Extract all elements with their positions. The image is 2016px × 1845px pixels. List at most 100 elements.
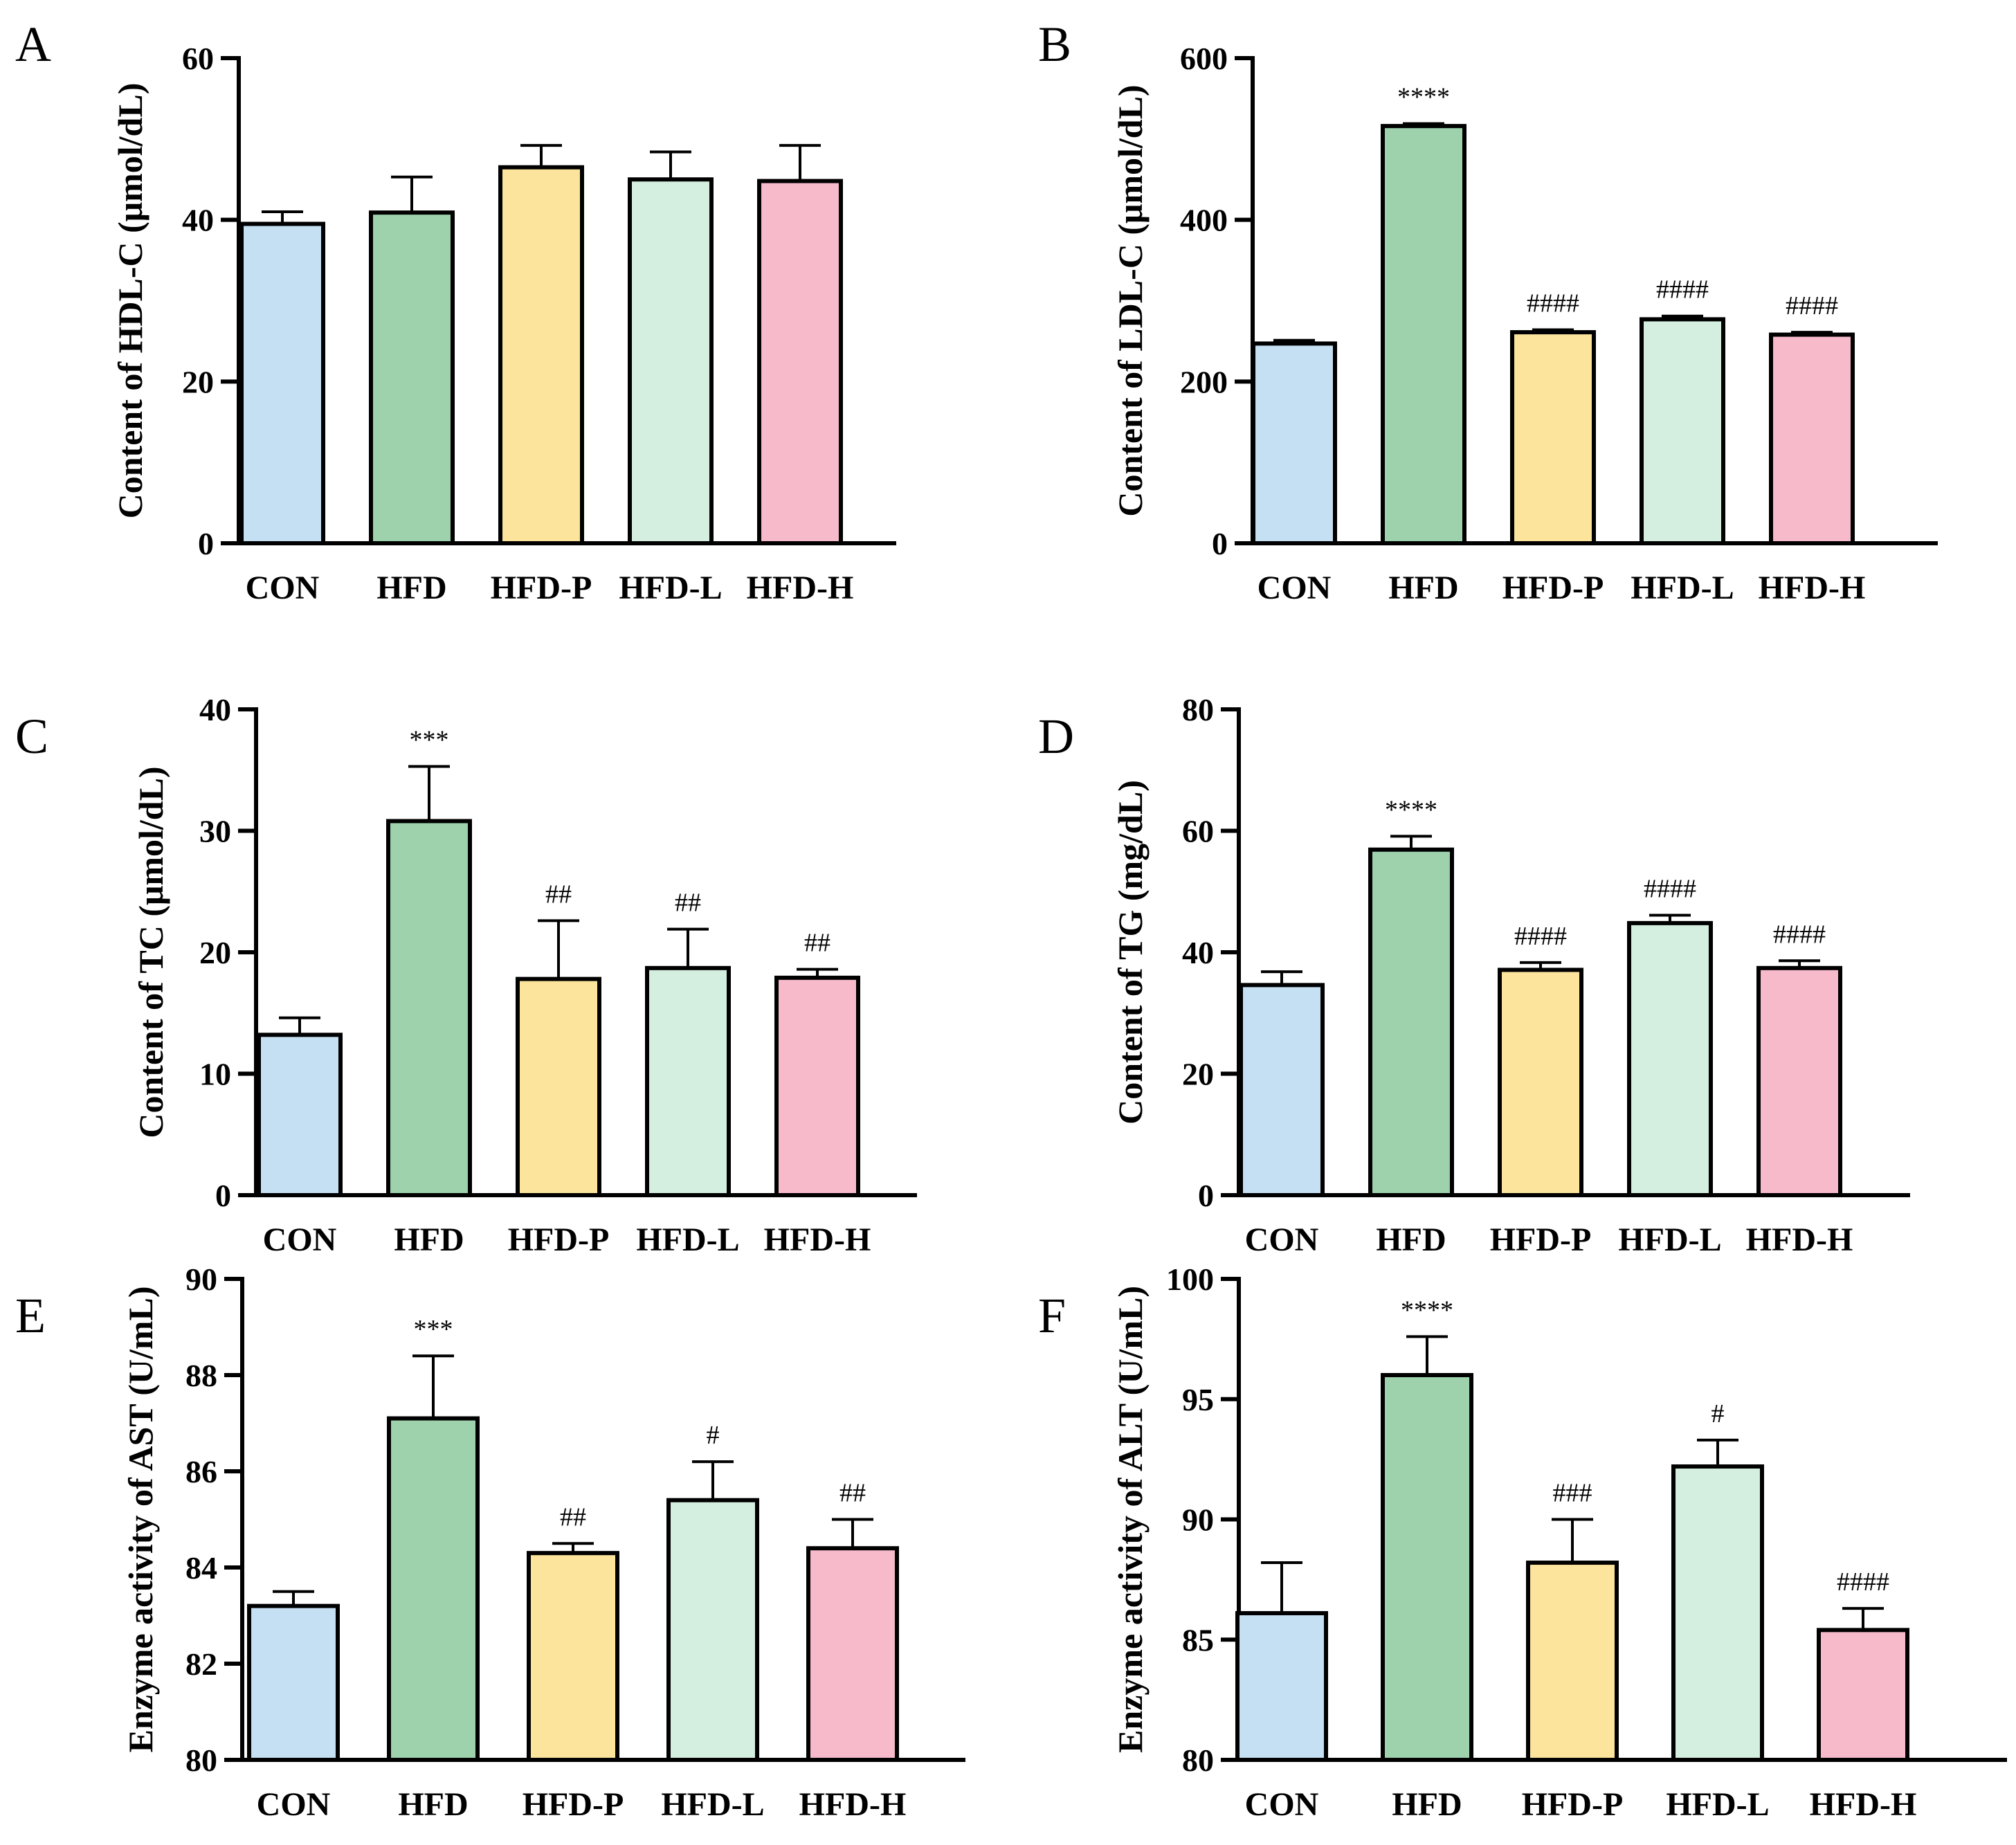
y-tick-label: 20 (1182, 1057, 1214, 1092)
bar-hfd-l (645, 965, 731, 1197)
bar-hfd (1381, 124, 1466, 545)
x-tick-label: HFD-P (1490, 1221, 1592, 1258)
panel-letter: E (15, 1288, 46, 1343)
bar-hfd (369, 210, 455, 545)
x-tick-label: CON (263, 1221, 337, 1258)
significance-label: *** (410, 725, 449, 754)
y-tick-label: 90 (185, 1262, 217, 1297)
bar-con (257, 1033, 343, 1197)
significance-label: #### (1786, 291, 1838, 320)
x-tick-label: HFD (1388, 570, 1458, 606)
y-axis-title: Enzyme activity of AST (U/mL) (121, 1286, 160, 1752)
x-tick-label: HFD-H (1759, 570, 1866, 606)
significance-label: # (707, 1421, 720, 1450)
y-axis-title: Enzyme activity of ALT (U/mL) (1111, 1286, 1150, 1753)
y-tick-label: 80 (1182, 1743, 1214, 1778)
x-tick-label: HFD-H (764, 1221, 871, 1258)
bar-hfd-l (1671, 1464, 1764, 1763)
panel-letter: A (15, 17, 51, 72)
x-tick-label: HFD (1376, 1221, 1446, 1258)
significance-label: *** (414, 1315, 453, 1344)
y-tick-label: 95 (1182, 1382, 1214, 1417)
significance-label: ## (545, 880, 572, 909)
significance-label: **** (1401, 1296, 1453, 1325)
chart-panel-c: C 0 10 20 30 40 Content of TC (μmol/dL) CON *** H… (15, 692, 917, 1258)
panel-letter: C (15, 709, 48, 764)
chart-panel-a: A 0 20 40 60 Content of HDL-C (μmol/dL) CON HFD… (15, 17, 896, 606)
y-tick-label: 10 (199, 1057, 231, 1092)
y-tick-label: 86 (185, 1454, 217, 1489)
x-tick-label: HFD-P (1522, 1786, 1624, 1823)
significance-label: #### (1837, 1567, 1889, 1597)
significance-label: ## (675, 889, 701, 918)
y-tick-label: 80 (1182, 692, 1214, 727)
y-tick-label: 200 (1180, 364, 1228, 399)
y-tick-label: 40 (182, 203, 214, 238)
x-tick-label: HFD-L (619, 570, 722, 606)
bar-hfd-p (1526, 1561, 1619, 1763)
y-tick-label: 0 (1212, 526, 1228, 561)
y-axis-title: Content of TG (mg/dL) (1111, 780, 1150, 1125)
significance-label: #### (1656, 275, 1709, 305)
x-tick-label: CON (257, 1786, 331, 1823)
bar-hfd-h (1756, 965, 1842, 1197)
chart-panel-d: D 0 20 40 60 80 Content of TG (mg/dL) CON **** HF… (1038, 692, 1910, 1258)
y-tick-label: 84 (185, 1550, 217, 1585)
y-tick-label: 600 (1180, 41, 1228, 76)
bar-con (1235, 1611, 1328, 1762)
x-tick-label: HFD-L (1618, 1221, 1721, 1258)
x-tick-label: CON (1245, 1221, 1319, 1258)
x-tick-label: HFD-H (747, 570, 854, 606)
y-tick-label: 20 (182, 364, 214, 399)
bar-con (1239, 983, 1325, 1197)
x-tick-label: HFD-P (491, 570, 592, 606)
y-tick-label: 100 (1166, 1262, 1214, 1297)
bar-hfd-h (757, 179, 843, 545)
significance-label: #### (1644, 874, 1696, 903)
x-tick-label: HFD (376, 570, 446, 606)
y-tick-label: 60 (182, 41, 214, 76)
y-tick-label: 0 (1198, 1178, 1214, 1213)
significance-label: ### (1553, 1479, 1592, 1508)
y-tick-label: 82 (185, 1646, 217, 1682)
x-tick-label: HFD-H (799, 1786, 907, 1823)
x-tick-label: HFD (398, 1786, 468, 1823)
bar-hfd (387, 1416, 480, 1763)
bar-hfd-p (516, 976, 601, 1197)
bar-hfd-l (666, 1498, 759, 1762)
significance-label: **** (1385, 795, 1437, 824)
bar-hfd-h (1769, 332, 1855, 545)
significance-label: #### (1773, 920, 1826, 949)
bar-hfd (386, 819, 472, 1197)
panel-letter: B (1038, 17, 1071, 72)
bar-hfd-l (1627, 920, 1713, 1197)
significance-label: ## (839, 1479, 866, 1508)
x-tick-label: HFD-P (1502, 570, 1604, 606)
bar-con (247, 1603, 340, 1763)
bar-hfd-l (628, 177, 714, 545)
x-tick-label: CON (1245, 1786, 1319, 1823)
x-tick-label: HFD-P (523, 1786, 624, 1823)
y-axis-title: Content of HDL-C (μmol/dL) (111, 83, 149, 519)
bar-hfd-l (1640, 317, 1725, 545)
significance-label: #### (1527, 289, 1579, 318)
x-tick-label: CON (1257, 570, 1332, 606)
y-tick-label: 90 (1182, 1502, 1214, 1538)
bar-hfd-p (1510, 330, 1596, 545)
x-tick-label: HFD (1392, 1786, 1462, 1823)
bar-hfd-p (498, 165, 584, 546)
chart-panel-b: B 0 200 400 600 Content of LDL-C (μmol/dL) CON… (1038, 17, 1938, 606)
y-tick-label: 60 (1182, 814, 1214, 849)
x-tick-label: CON (246, 570, 320, 606)
significance-label: #### (1514, 922, 1567, 951)
significance-label: ## (804, 929, 830, 958)
x-tick-label: HFD (394, 1221, 464, 1258)
y-tick-label: 0 (198, 526, 214, 561)
bar-hfd (1368, 847, 1454, 1197)
bar-hfd (1381, 1373, 1473, 1762)
significance-label: ## (560, 1502, 586, 1532)
significance-label: **** (1397, 83, 1450, 112)
x-tick-label: HFD-L (1666, 1786, 1769, 1823)
y-tick-label: 80 (185, 1743, 217, 1778)
bar-hfd-p (1498, 967, 1583, 1197)
